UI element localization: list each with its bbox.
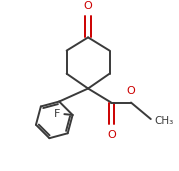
Text: F: F xyxy=(54,109,61,119)
Text: O: O xyxy=(84,1,93,11)
Text: O: O xyxy=(108,130,116,140)
Text: O: O xyxy=(127,86,135,96)
Text: CH₃: CH₃ xyxy=(154,116,174,126)
